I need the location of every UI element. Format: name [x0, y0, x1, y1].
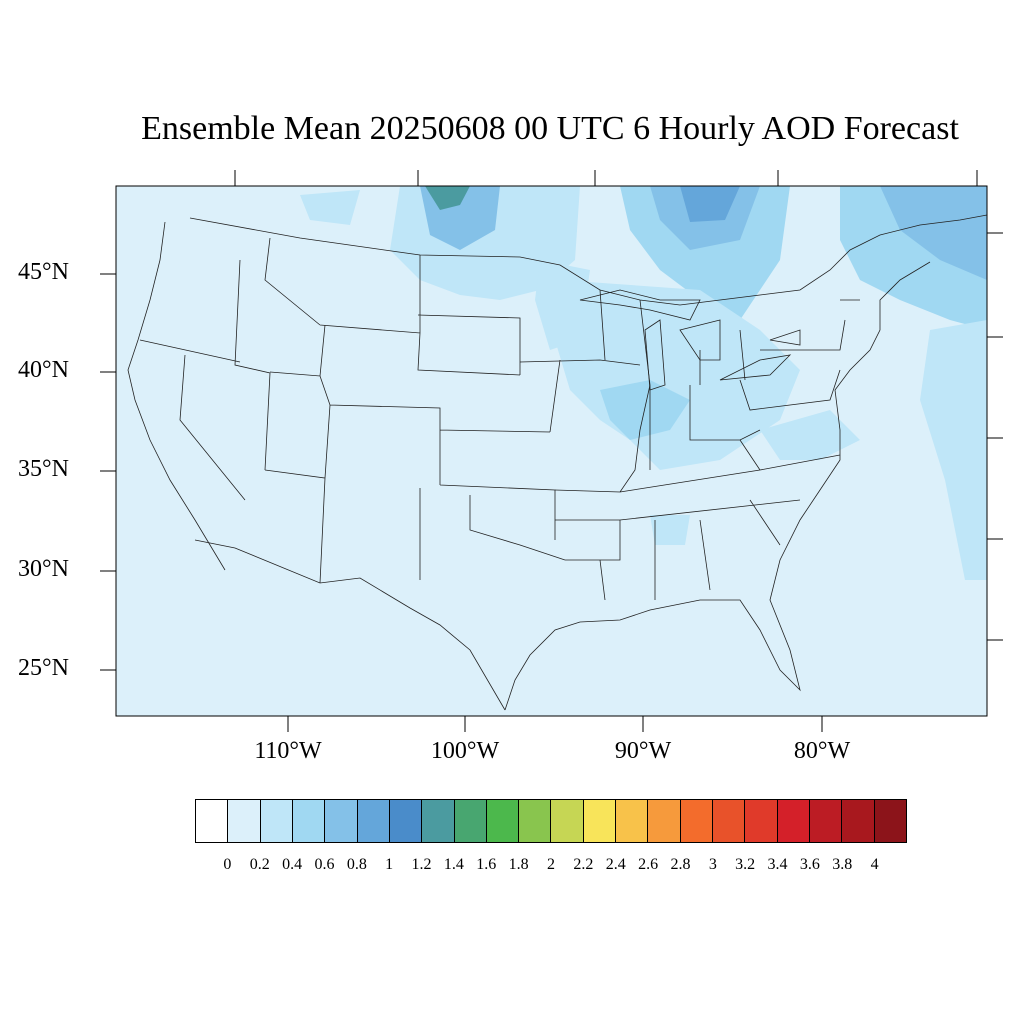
- colorbar-cell: [616, 800, 649, 842]
- colorbar-cell: [292, 800, 326, 842]
- colorbar: [195, 799, 907, 843]
- colorbar-cell: [422, 800, 455, 842]
- colorbar-tick-label: 3: [708, 856, 717, 873]
- colorbar-tick-label: 3.4: [767, 856, 788, 873]
- colorbar-cell: [454, 800, 487, 842]
- colorbar-cell: [680, 800, 713, 842]
- colorbar-tick-label: 2.8: [670, 856, 691, 873]
- colorbar-tick-label: 0.2: [249, 856, 270, 873]
- map-frame: [115, 185, 988, 717]
- canada-border: [189, 214, 988, 306]
- state-lines-east: [599, 289, 860, 411]
- colorbar-tick-label: 2.2: [573, 856, 594, 873]
- boundaries: [127, 214, 988, 711]
- colorbar-tick-label: 1.6: [476, 856, 497, 873]
- colorbar-cell: [357, 800, 390, 842]
- colorbar-cell: [842, 800, 875, 842]
- colorbar-tick-label: 1.2: [411, 856, 432, 873]
- lat-label-30n: 30°N: [18, 556, 69, 582]
- colorbar-cell: [713, 800, 746, 842]
- colorbar-cell: [196, 800, 229, 842]
- colorbar-tick-label: 2.4: [605, 856, 626, 873]
- colorbar-tick-label: 3.6: [799, 856, 820, 873]
- colorbar-cell: [551, 800, 584, 842]
- lat-label-35n: 35°N: [18, 456, 69, 482]
- map-ticks: [100, 170, 1003, 732]
- colorbar-tick-label: 1.4: [443, 856, 464, 873]
- colorbar-cell: [486, 800, 520, 842]
- map-title: Ensemble Mean 20250608 00 UTC 6 Hourly A…: [141, 110, 959, 147]
- gulf-coast: [504, 261, 931, 711]
- colorbar-tick-label: 0.4: [282, 856, 303, 873]
- lat-label-40n: 40°N: [18, 357, 69, 383]
- colorbar-cell: [260, 800, 293, 842]
- lat-label-25n: 25°N: [18, 655, 69, 681]
- state-lines-west: [139, 237, 566, 584]
- lon-label-100w: 100°W: [430, 738, 500, 764]
- colorbar-tick-label: 0.6: [314, 856, 335, 873]
- colorbar-tick-label: 0.8: [346, 856, 367, 873]
- colorbar-cell: [648, 800, 681, 842]
- colorbar-cell: [809, 800, 843, 842]
- colorbar-cell: [777, 800, 810, 842]
- colorbar-cell: [325, 800, 358, 842]
- colorbar-cell: [519, 800, 552, 842]
- colorbar-tick-label: 4: [870, 856, 879, 873]
- colorbar-tick-label: 1: [385, 856, 394, 873]
- colorbar-tick-label: 3.8: [832, 856, 853, 873]
- colorbar-cell: [389, 800, 423, 842]
- great-lakes: [579, 289, 801, 391]
- colorbar-cell: [745, 800, 778, 842]
- lat-label-45n: 45°N: [18, 259, 69, 285]
- colorbar-tick-label: 0: [223, 856, 232, 873]
- lon-label-90w: 90°W: [614, 738, 672, 764]
- colorbar-tick-label: 1.8: [508, 856, 529, 873]
- colorbar-tick-label: 3.2: [735, 856, 756, 873]
- colorbar-cell: [583, 800, 617, 842]
- colorbar-tick-label: 2.6: [638, 856, 659, 873]
- aod-shading: [300, 186, 987, 580]
- lon-label-110w: 110°W: [254, 738, 322, 764]
- colorbar-tick-label: 2: [547, 856, 555, 873]
- state-lines-central: [519, 359, 841, 601]
- lon-label-80w: 80°W: [793, 738, 851, 764]
- mexico-border: [194, 539, 506, 711]
- west-coast: [127, 221, 226, 571]
- colorbar-cell: [874, 800, 906, 842]
- colorbar-cell: [228, 800, 261, 842]
